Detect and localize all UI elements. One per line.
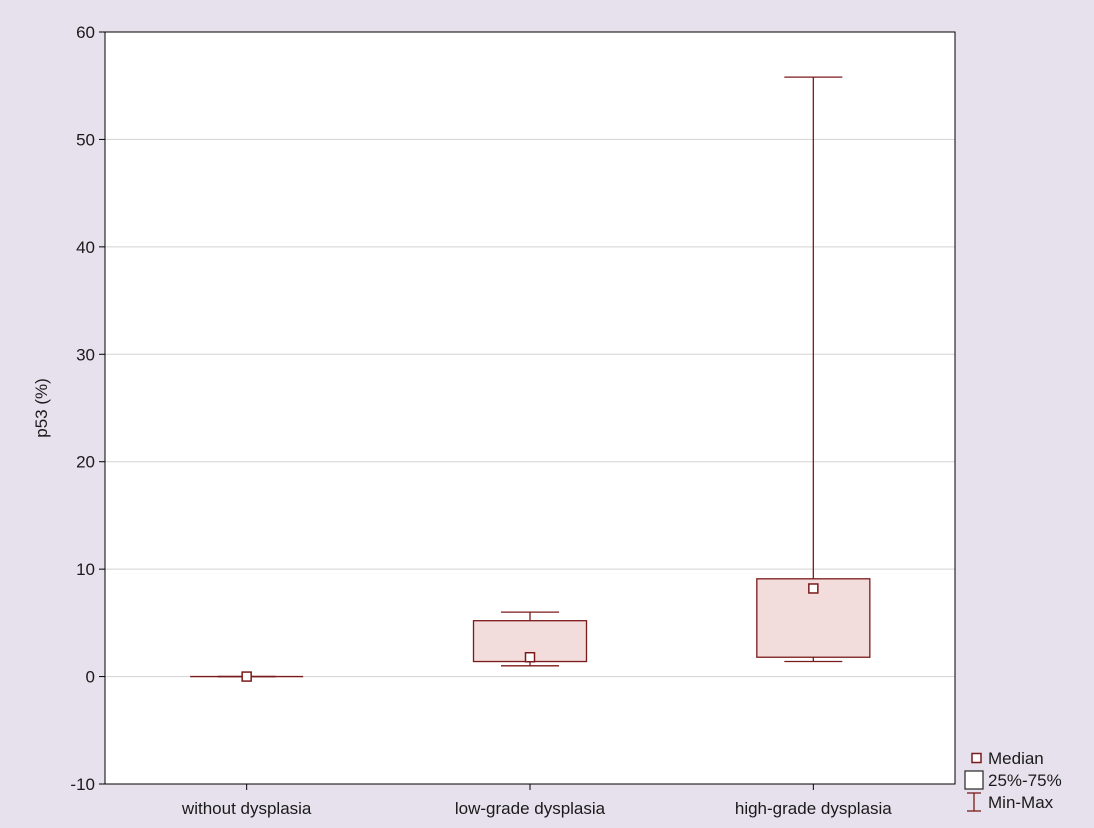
- box-group: [474, 612, 587, 666]
- legend-label: Min-Max: [988, 793, 1054, 812]
- y-axis-title: p53 (%): [32, 378, 51, 438]
- legend-label: 25%-75%: [988, 771, 1062, 790]
- legend-median-icon: [972, 754, 981, 763]
- x-tick-label: without dysplasia: [181, 799, 312, 818]
- legend: Median 25%-75% Min-Max: [965, 749, 1062, 812]
- median-marker: [809, 584, 818, 593]
- y-tick-label: 30: [76, 345, 95, 364]
- y-tick-label: 0: [86, 668, 95, 687]
- y-tick-label: 20: [76, 453, 95, 472]
- x-tick-label: high-grade dysplasia: [735, 799, 892, 818]
- y-tick-label: 60: [76, 23, 95, 42]
- y-tick-label: -10: [70, 775, 95, 794]
- x-tick-label: low-grade dysplasia: [455, 799, 606, 818]
- x-axis: without dysplasia low-grade dysplasia high…: [181, 784, 892, 818]
- y-tick-label: 10: [76, 560, 95, 579]
- y-tick-label: 50: [76, 130, 95, 149]
- plot-area: [105, 32, 955, 784]
- y-axis: -10 0 10 20 30 40 50 60: [70, 23, 105, 794]
- legend-box-icon: [965, 771, 983, 789]
- y-tick-label: 40: [76, 238, 95, 257]
- median-marker: [526, 653, 535, 662]
- median-marker: [242, 672, 251, 681]
- legend-label: Median: [988, 749, 1044, 768]
